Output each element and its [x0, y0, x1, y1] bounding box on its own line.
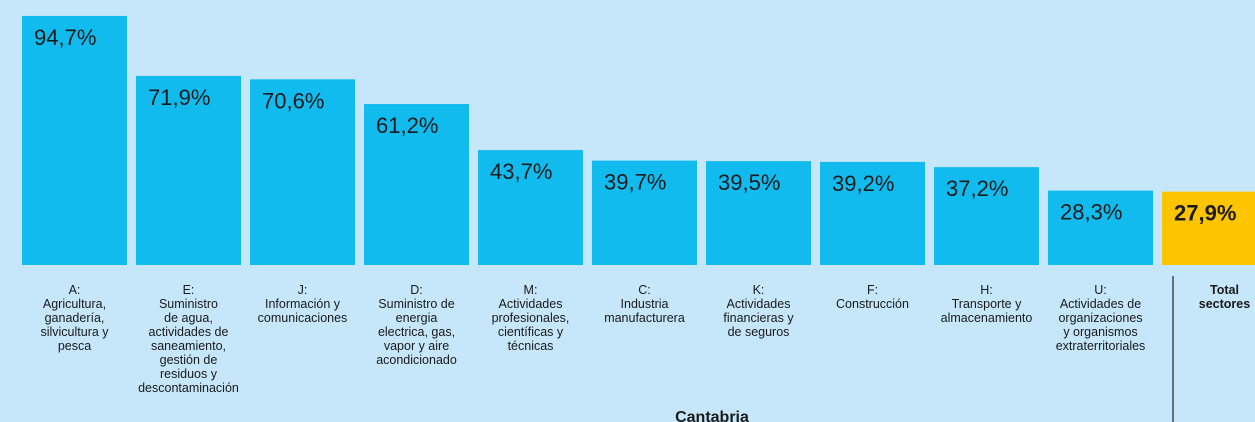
- value-label: 27,9%: [1174, 201, 1236, 226]
- bar: [250, 79, 355, 266]
- value-label: 37,2%: [946, 176, 1008, 201]
- value-label: 28,3%: [1060, 200, 1122, 225]
- value-label: 43,7%: [490, 159, 552, 184]
- bar: [22, 15, 127, 266]
- bar: [820, 161, 925, 265]
- category-label: F: Construcción: [836, 283, 909, 311]
- category-label: Total sectores: [1199, 283, 1250, 311]
- value-label: 39,5%: [718, 170, 780, 195]
- category-label: J: Información y comunicaciones: [258, 283, 348, 325]
- category-label: H: Transporte y almacenamiento: [941, 283, 1033, 325]
- category-label: A: Agricultura, ganadería, silvicultura y pe…: [40, 283, 109, 353]
- value-label: 70,6%: [262, 88, 324, 113]
- category-label: K: Actividades financieras y de seguros: [723, 283, 794, 339]
- bar: [136, 75, 241, 265]
- value-label: 39,7%: [604, 170, 666, 195]
- chart-title: Cantabria: [675, 409, 749, 422]
- category-label: D: Suministro de energia electrica, gas, vap…: [376, 283, 457, 367]
- value-label: 71,9%: [148, 85, 210, 110]
- value-label: 94,7%: [34, 25, 96, 50]
- category-label: U: Actividades de organizaciones y organism…: [1056, 283, 1146, 353]
- value-label: 61,2%: [376, 113, 438, 138]
- bar: [1048, 190, 1153, 265]
- category-label: C: Industria manufacturera: [604, 283, 685, 325]
- category-label: E: Suministro de agua, actividades de saneam…: [138, 283, 239, 395]
- category-label: M: Actividades profesionales, científicas y…: [492, 283, 570, 353]
- bar: [934, 167, 1039, 265]
- bar: [478, 150, 583, 265]
- bar: [364, 104, 469, 265]
- value-label: 39,2%: [832, 171, 894, 196]
- bar: [706, 161, 811, 265]
- bar: [1162, 191, 1255, 265]
- bar: [592, 160, 697, 265]
